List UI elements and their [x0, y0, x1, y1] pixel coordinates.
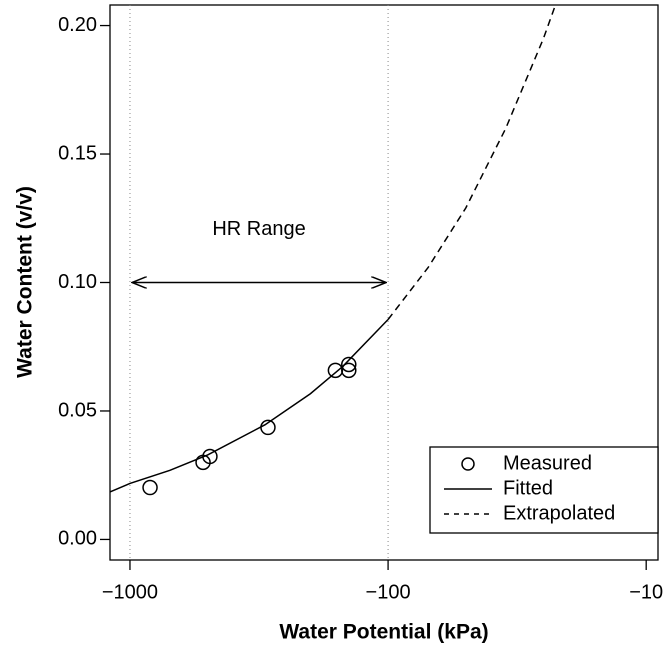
x-tick-label: −1000 [102, 581, 158, 603]
y-axis-title: Water Content (v/v) [14, 186, 37, 378]
annotation-label: HR Range [212, 218, 305, 240]
x-axis-title: Water Potential (kPa) [279, 621, 488, 644]
legend-box [429, 446, 659, 534]
x-tick-label: −100 [366, 581, 411, 603]
y-tick-label: 0.20 [58, 14, 97, 36]
y-tick-label: 0.05 [58, 399, 97, 421]
y-tick-label: 0.10 [58, 271, 97, 293]
line-series [387, 5, 557, 320]
data-point [341, 362, 357, 379]
data-point [142, 479, 158, 496]
plot-area [110, 5, 557, 496]
legend-label: Measured [503, 452, 592, 474]
x-tick-label: −10 [629, 581, 663, 603]
data-point [327, 362, 344, 379]
legend-marker [461, 457, 475, 471]
y-tick-label: 0.00 [58, 528, 97, 550]
data-point [341, 356, 357, 373]
legend-label: Extrapolated [503, 502, 615, 524]
y-tick-label: 0.15 [58, 142, 97, 164]
legend-label: Fitted [503, 477, 553, 499]
line-series [110, 318, 389, 493]
